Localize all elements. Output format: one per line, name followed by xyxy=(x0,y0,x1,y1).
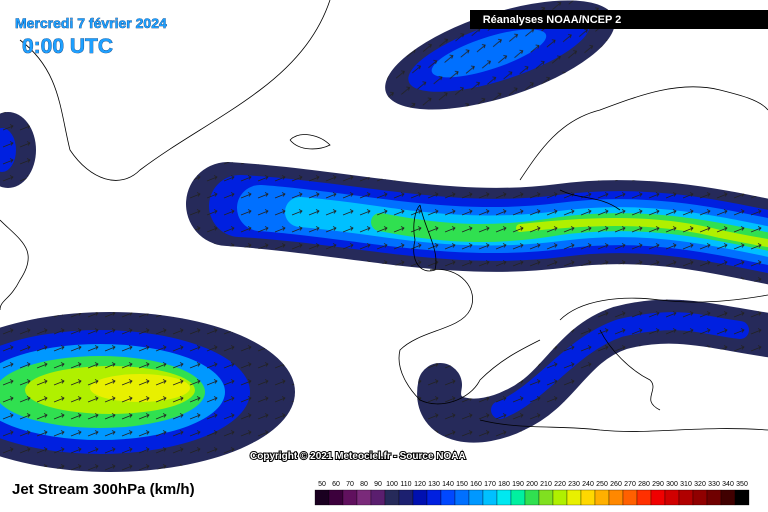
scale-label: 150 xyxy=(456,481,468,488)
scale-cell xyxy=(426,489,442,506)
scale-cell xyxy=(552,489,568,506)
color-scale: 50 60 70 80 90 100 110 120 130 140 150 160 170 180 190… xyxy=(314,481,750,506)
scale-cell xyxy=(398,489,414,506)
scale-label: 330 xyxy=(708,481,720,488)
scale-cell xyxy=(594,489,610,506)
scale-label: 100 xyxy=(386,481,398,488)
scale-label: 220 xyxy=(554,481,566,488)
source-label: Réanalyses NOAA/NCEP 2 xyxy=(483,14,622,26)
scale-cell xyxy=(538,489,554,506)
scale-label: 210 xyxy=(540,481,552,488)
scale-cell xyxy=(342,489,358,506)
scale-label: 290 xyxy=(652,481,664,488)
scale-cell xyxy=(356,489,372,506)
scale-cell xyxy=(664,489,680,506)
scale-cell xyxy=(412,489,428,506)
scale-label: 270 xyxy=(624,481,636,488)
scale-label: 340 xyxy=(722,481,734,488)
time-label: 0:00 UTC xyxy=(22,35,113,58)
scale-label: 180 xyxy=(498,481,510,488)
scale-cell xyxy=(496,489,512,506)
scale-cell xyxy=(314,489,330,506)
southern-jet xyxy=(417,299,768,443)
scale-label: 170 xyxy=(484,481,496,488)
scale-cell xyxy=(440,489,456,506)
copyright: Copyright © 2021 Meteociel.fr - Source N… xyxy=(250,451,466,462)
scale-label: 110 xyxy=(400,481,411,488)
scale-label: 350 xyxy=(736,481,748,488)
scale-label: 140 xyxy=(442,481,454,488)
scale-cell xyxy=(328,489,344,506)
scale-cell xyxy=(510,489,526,506)
west-edge-jet xyxy=(0,112,36,188)
main-jet xyxy=(186,162,768,285)
scale-cell xyxy=(454,489,470,506)
scale-label: 50 xyxy=(318,481,326,488)
scale-cell xyxy=(650,489,666,506)
scale-cell xyxy=(706,489,722,506)
map-title: Jet Stream 300hPa (km/h) xyxy=(12,481,195,498)
scale-cell xyxy=(580,489,596,506)
scale-cell xyxy=(636,489,652,506)
scale-cell xyxy=(720,489,736,506)
scale-cell xyxy=(482,489,498,506)
scale-label: 260 xyxy=(610,481,622,488)
scale-label: 240 xyxy=(582,481,594,488)
scale-label: 250 xyxy=(596,481,608,488)
scale-label: 230 xyxy=(568,481,580,488)
source-banner xyxy=(470,10,768,29)
scale-label: 130 xyxy=(428,481,440,488)
scale-label: 200 xyxy=(526,481,538,488)
scale-label: 160 xyxy=(470,481,482,488)
scale-cell xyxy=(734,489,750,506)
scale-label: 120 xyxy=(414,481,426,488)
scale-cell xyxy=(566,489,582,506)
coastlines xyxy=(0,0,768,432)
scale-label: 310 xyxy=(680,481,692,488)
scale-label: 90 xyxy=(374,481,382,488)
scale-label: 60 xyxy=(332,481,340,488)
scale-cell xyxy=(468,489,484,506)
scale-cell xyxy=(692,489,708,506)
scale-cell xyxy=(524,489,540,506)
scale-cell xyxy=(678,489,694,506)
atlantic-jet xyxy=(0,312,295,472)
scale-label: 70 xyxy=(346,481,354,488)
scale-label: 300 xyxy=(666,481,678,488)
scale-label: 320 xyxy=(694,481,706,488)
scale-cell xyxy=(384,489,400,506)
scale-cell xyxy=(608,489,624,506)
scale-label: 280 xyxy=(638,481,650,488)
scale-label: 80 xyxy=(360,481,368,488)
scale-cell xyxy=(622,489,638,506)
scale-label: 190 xyxy=(512,481,524,488)
scale-cell xyxy=(370,489,386,506)
date-label: Mercredi 7 février 2024 xyxy=(15,15,167,31)
